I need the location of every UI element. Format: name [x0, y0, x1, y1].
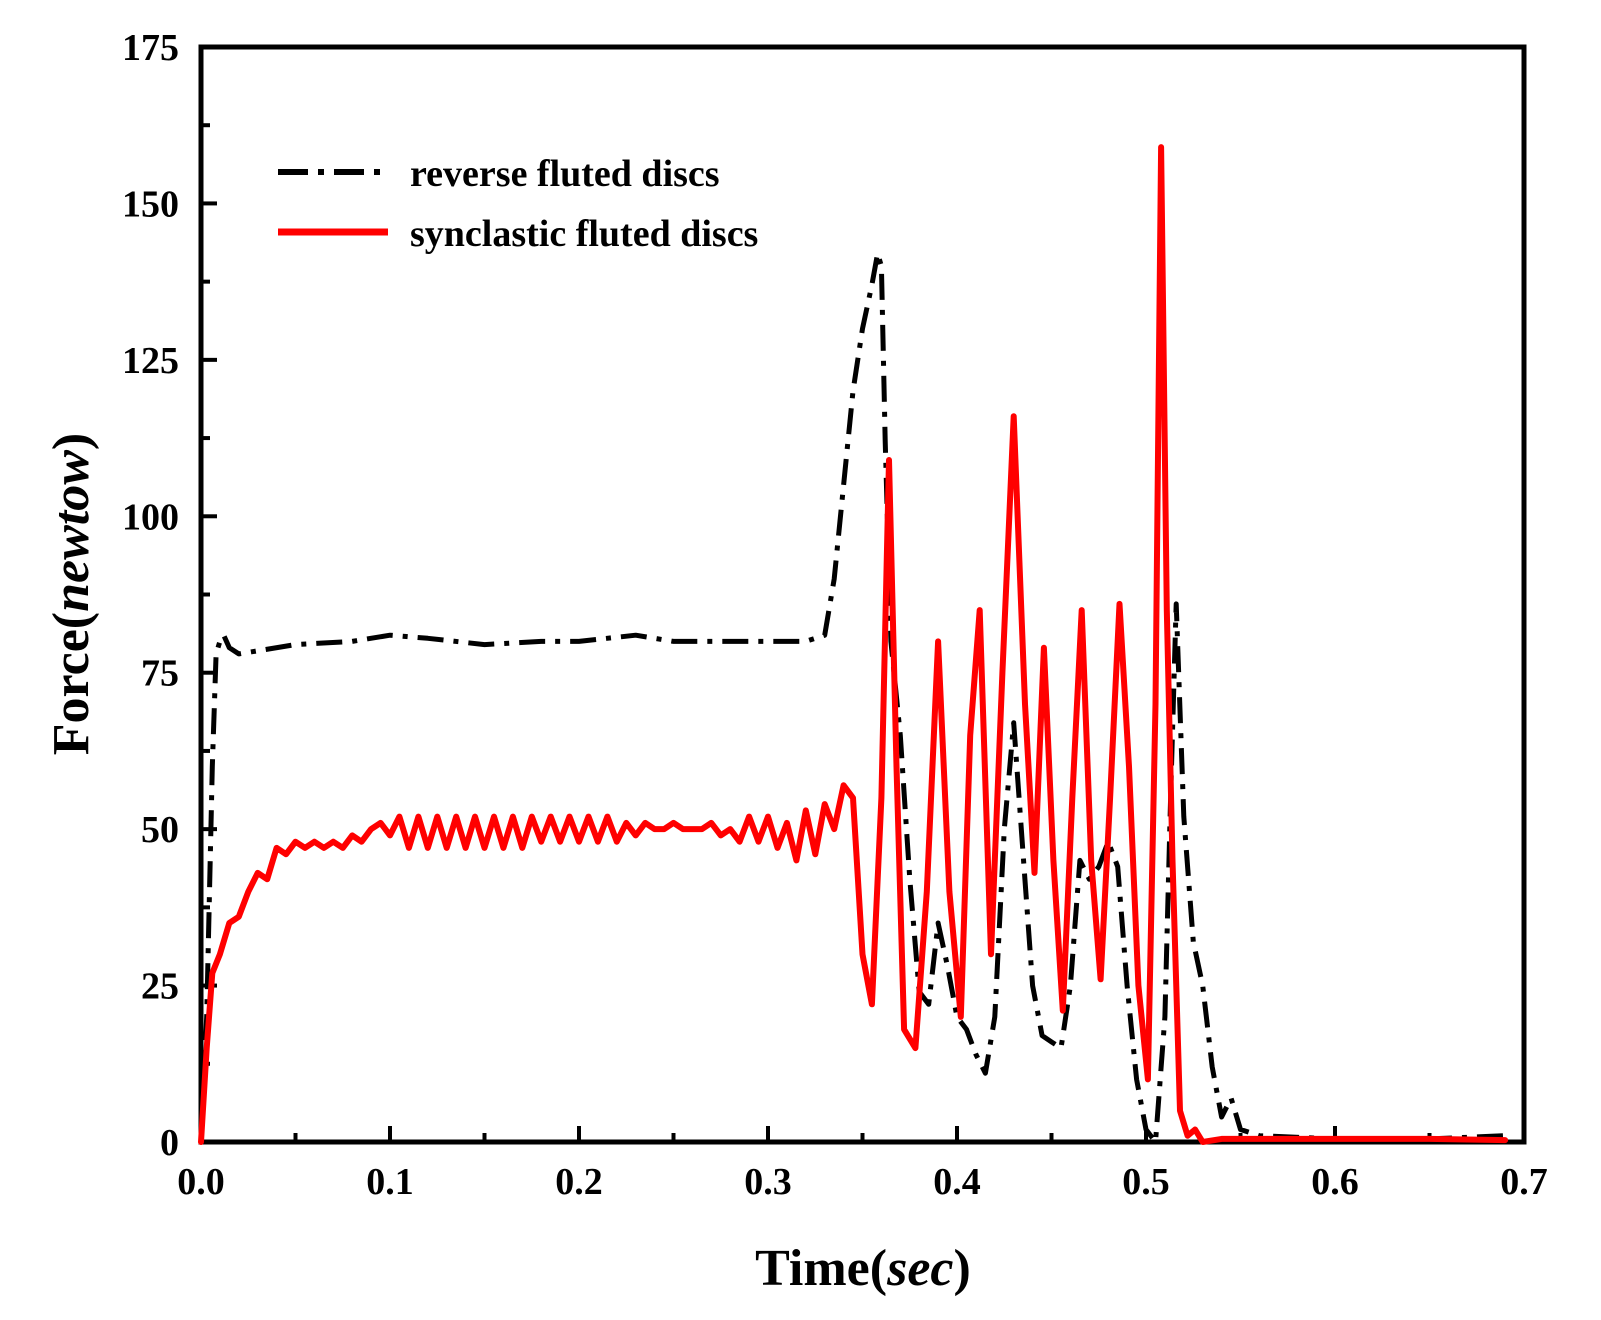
y-tick-label: 150 [122, 183, 179, 225]
x-axis-title-prefix: Time( [755, 1240, 887, 1297]
y-axis-title: Force(newtow) [43, 433, 100, 756]
legend-label-synclastic: synclastic fluted discs [410, 213, 758, 255]
x-axis-title-suffix: ) [953, 1240, 970, 1297]
y-tick-label: 175 [122, 27, 179, 69]
y-axis-title-prefix: Force( [43, 612, 100, 755]
series-line-synclastic [198, 144, 1509, 1145]
y-tick-label: 125 [122, 340, 179, 382]
x-tick-label: 0.7 [1500, 1161, 1548, 1203]
x-tick-label: 0.4 [933, 1161, 981, 1203]
x-axis-title: Time(sec) [755, 1240, 971, 1297]
x-tick-label: 0.3 [744, 1161, 792, 1203]
y-tick-label: 100 [122, 496, 179, 538]
y-tick-label: 75 [141, 653, 179, 695]
x-tick-label: 0.5 [1122, 1161, 1170, 1203]
x-tick-label: 0.1 [366, 1161, 414, 1203]
x-tick-labels: 0.0 0.1 0.2 0.3 0.4 0.5 0.6 0.7 [177, 1161, 1548, 1203]
x-tick-label: 0.0 [177, 1161, 225, 1203]
series-line-reverse [198, 251, 1506, 1145]
y-axis-title-suffix: ) [43, 433, 100, 450]
plot-frame [198, 44, 1527, 1145]
y-tick-label: 0 [160, 1122, 179, 1164]
legend-label-reverse: reverse fluted discs [410, 153, 720, 195]
x-tick-label: 0.2 [555, 1161, 603, 1203]
y-tick-label: 50 [141, 809, 179, 851]
series-lines [198, 144, 1509, 1145]
x-tick-label: 0.6 [1311, 1161, 1359, 1203]
x-axis-title-unit: sec [886, 1240, 953, 1297]
y-tick-label: 25 [141, 966, 179, 1008]
legend: reverse fluted discs synclastic fluted d… [278, 153, 758, 255]
y-tick-labels: 0 25 50 75 100 125 150 175 [122, 27, 179, 1164]
axis-ticks [199, 45, 1526, 1144]
y-axis-title-unit: newtow [43, 450, 100, 612]
